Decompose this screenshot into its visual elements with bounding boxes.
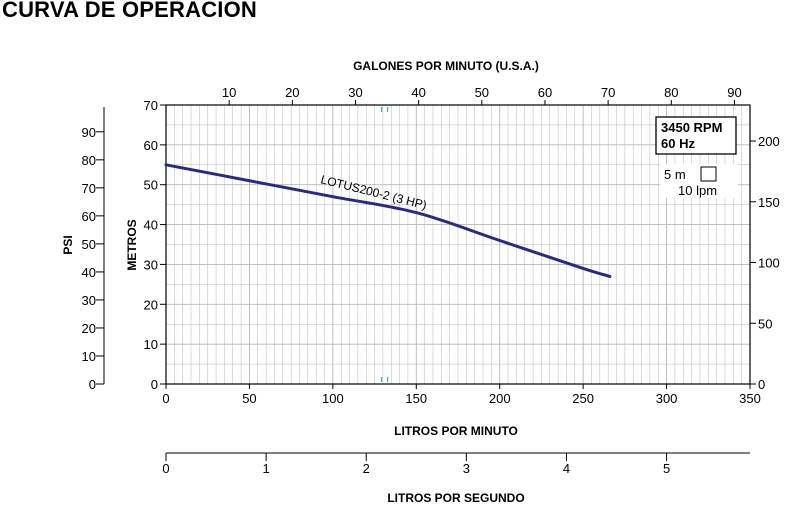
metros-tick-label: 40 xyxy=(144,218,158,233)
lps-tick-label: 3 xyxy=(463,461,470,476)
top-tick-label: 30 xyxy=(348,85,362,100)
lps-tick-label: 5 xyxy=(663,461,670,476)
bottom-axis-title: LITROS POR MINUTO xyxy=(394,424,518,438)
top-tick-label: 10 xyxy=(222,85,236,100)
top-axis-ticks: 10 20 30 40 50 60 70 80 90 xyxy=(222,85,742,105)
psi-tick-label: 60 xyxy=(82,209,96,224)
series-point xyxy=(331,195,335,199)
right-axis-ticks: 0 50 100 150 200 xyxy=(750,134,780,392)
psi-tick-label: 90 xyxy=(82,125,96,140)
series-points xyxy=(164,163,612,278)
top-tick-label: 80 xyxy=(664,85,678,100)
series-point xyxy=(164,163,168,167)
lps-tick-label: 2 xyxy=(363,461,370,476)
top-tick-label: 60 xyxy=(538,85,552,100)
lps-tick-label: 0 xyxy=(162,461,169,476)
psi-axis-ticks: 0 10 20 30 40 50 60 70 80 90 xyxy=(82,125,104,392)
lps-tick-label: 4 xyxy=(563,461,570,476)
legend-grid-scale: 5 m 10 lpm xyxy=(660,164,738,198)
top-tick-label: 50 xyxy=(475,85,489,100)
metros-tick-label: 60 xyxy=(144,138,158,153)
metros-axis-ticks: 0 10 20 30 40 50 60 70 xyxy=(144,98,166,392)
series-point xyxy=(608,274,612,278)
right-tick-label: 50 xyxy=(758,316,772,331)
series-point xyxy=(581,267,585,270)
legend-rpm-box: 3450 RPM 60 Hz xyxy=(655,116,737,155)
psi-tick-label: 50 xyxy=(82,237,96,252)
series-point xyxy=(498,239,502,242)
legend-grid-cell xyxy=(700,166,717,182)
page-title: CURVA DE OPERACIÓN xyxy=(2,0,257,22)
right-tick-label: 200 xyxy=(758,134,780,149)
metros-tick-label: 10 xyxy=(144,337,158,352)
psi-tick-label: 70 xyxy=(82,181,96,196)
legend-grid-height: 5 m xyxy=(664,167,686,182)
right-tick-label: 100 xyxy=(758,256,780,271)
metros-tick-label: 20 xyxy=(144,297,158,312)
lps-tick-label: 1 xyxy=(262,461,269,476)
top-tick-label: 20 xyxy=(285,85,299,100)
metros-tick-label: 50 xyxy=(144,178,158,193)
psi-axis-title: PSI xyxy=(61,235,75,254)
metros-tick-label: 30 xyxy=(144,257,158,272)
metros-tick-label: 70 xyxy=(144,98,158,113)
top-tick-label: 70 xyxy=(601,85,615,100)
bottom-tick-label: 50 xyxy=(242,391,256,406)
top-axis-title: GALONES POR MINUTO (U.S.A.) xyxy=(353,59,539,73)
top-tick-label: 40 xyxy=(411,85,425,100)
series-label: LOTUS200-2 (3 HP) xyxy=(319,172,428,212)
psi-tick-label: 20 xyxy=(82,321,96,336)
legend-speed: 3450 RPM xyxy=(661,120,722,135)
psi-tick-label: 10 xyxy=(82,349,96,364)
bottom-tick-label: 200 xyxy=(489,391,511,406)
psi-tick-label: 0 xyxy=(89,377,96,392)
legend-frequency: 60 Hz xyxy=(661,136,695,151)
reference-marker-bottom xyxy=(380,377,389,382)
chart-grid-minor xyxy=(166,105,750,384)
top-tick-label: 90 xyxy=(727,85,741,100)
lps-axis-title: LITROS POR SEGUNDO xyxy=(387,491,524,505)
bottom-tick-label: 300 xyxy=(656,391,678,406)
series-point xyxy=(248,179,251,183)
bottom-tick-label: 100 xyxy=(322,391,344,406)
bottom-axis-ticks: 0 50 100 150 200 250 300 350 xyxy=(162,384,761,406)
psi-tick-label: 80 xyxy=(82,153,96,168)
bottom-tick-label: 150 xyxy=(405,391,427,406)
legend-grid-width: 10 lpm xyxy=(678,183,717,198)
psi-tick-label: 30 xyxy=(82,293,96,308)
metros-axis-title: METROS xyxy=(125,219,139,270)
metros-tick-label: 0 xyxy=(151,377,158,392)
right-tick-label: 0 xyxy=(758,377,765,392)
reference-marker-top xyxy=(380,107,389,112)
psi-tick-label: 40 xyxy=(82,265,96,280)
bottom-tick-label: 350 xyxy=(739,391,761,406)
lps-axis-ticks: 0 1 2 3 4 5 xyxy=(162,453,670,476)
right-tick-label: 150 xyxy=(758,195,780,210)
bottom-tick-label: 250 xyxy=(572,391,594,406)
bottom-tick-label: 0 xyxy=(162,391,169,406)
series-point xyxy=(414,211,418,215)
